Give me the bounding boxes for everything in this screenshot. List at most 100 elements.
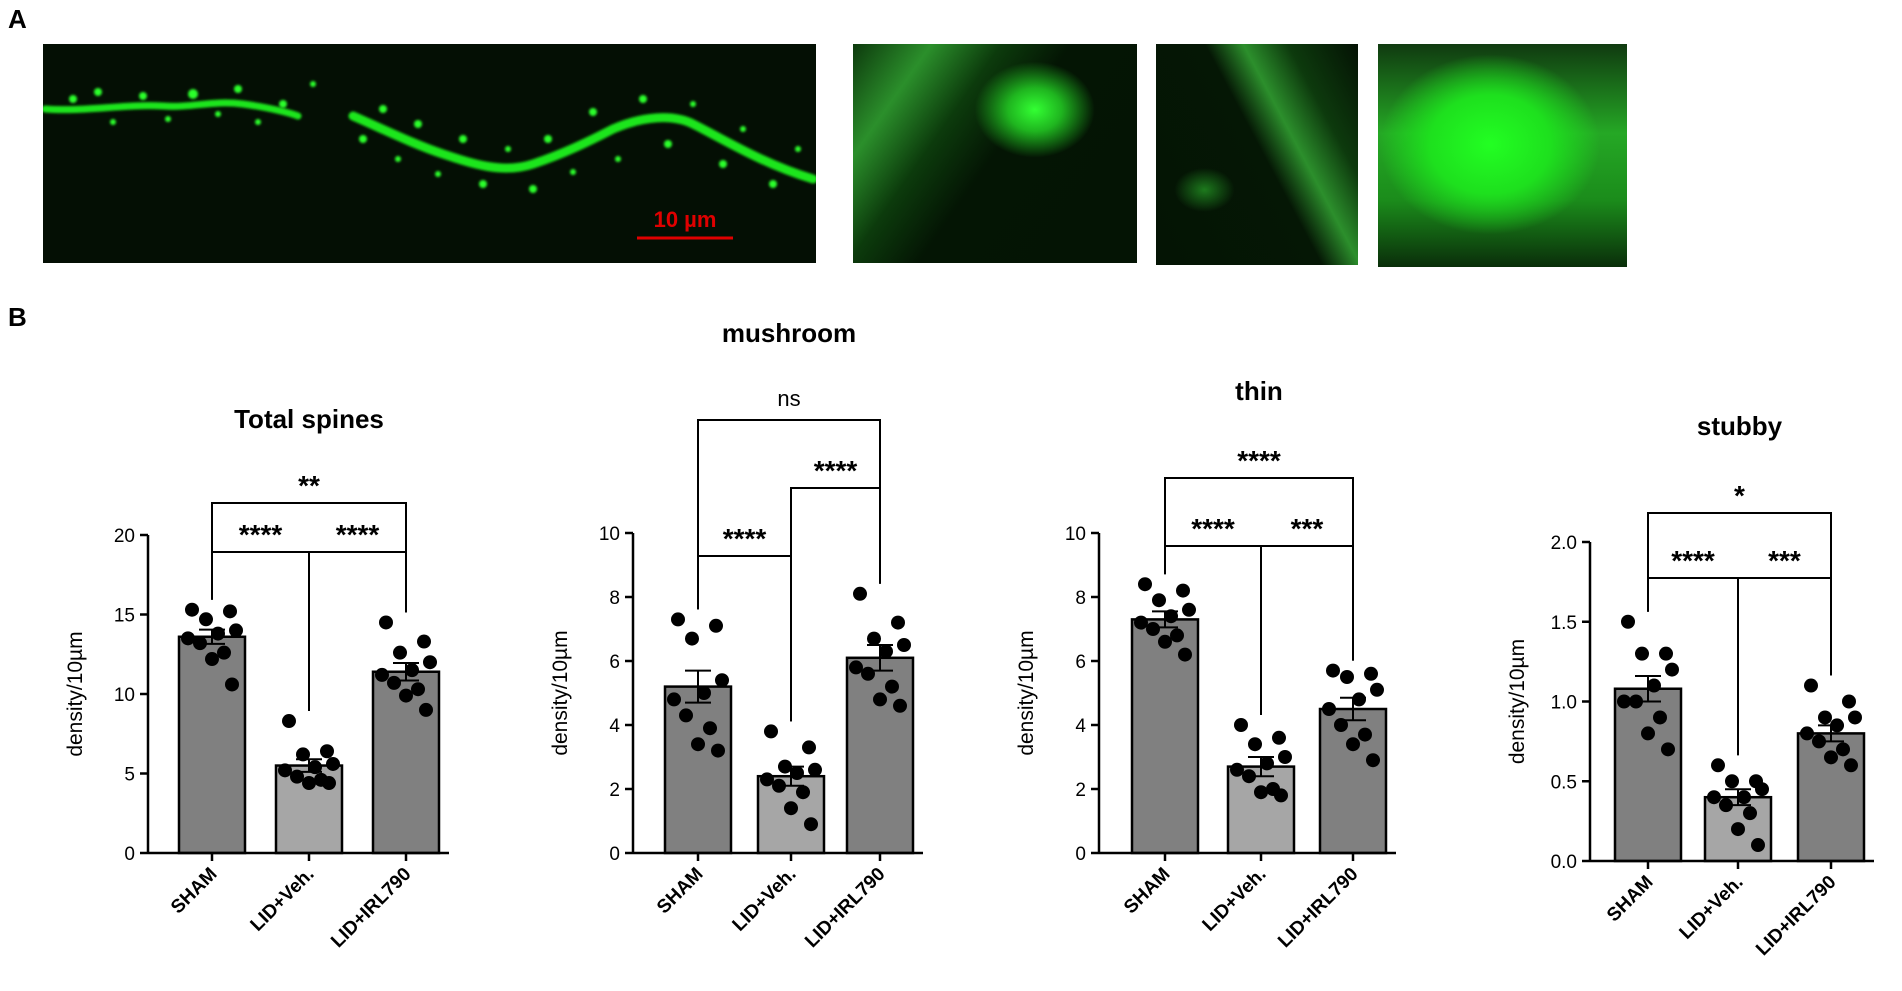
data-point <box>1812 734 1826 749</box>
data-point <box>1274 788 1288 803</box>
data-point <box>873 692 887 707</box>
y-tick-label: 2 <box>1075 780 1086 801</box>
data-point <box>709 618 723 633</box>
data-point <box>879 644 893 659</box>
data-point <box>1242 769 1256 784</box>
data-point <box>1830 718 1844 733</box>
x-tick-label: LID+IRL790 <box>327 864 415 952</box>
data-point <box>290 769 304 784</box>
data-point <box>1824 750 1838 765</box>
significance-bracket <box>1260 545 1354 715</box>
data-point <box>185 602 199 617</box>
y-tick-label: 10 <box>599 524 620 545</box>
data-point <box>1661 742 1675 757</box>
data-point <box>764 724 778 739</box>
data-point <box>1164 609 1178 624</box>
data-point <box>1366 753 1380 768</box>
x-tick-label: LID+IRL790 <box>801 864 889 952</box>
data-point <box>1751 838 1765 853</box>
data-point <box>393 645 407 660</box>
data-point <box>1659 646 1673 661</box>
data-point <box>667 692 681 707</box>
data-point <box>760 772 774 787</box>
y-axis-label: density/10µm <box>64 631 87 756</box>
bar <box>1318 707 1388 855</box>
data-point <box>1800 726 1814 741</box>
y-tick-label: 5 <box>124 765 135 786</box>
significance-label: **** <box>1191 513 1235 544</box>
y-tick-label: 2.0 <box>1551 533 1577 554</box>
significance-bracket <box>1164 477 1354 661</box>
y-tick-label: 6 <box>609 652 620 673</box>
data-point <box>1621 614 1635 629</box>
y-tick-label: 0 <box>124 844 135 865</box>
data-point <box>679 708 693 723</box>
data-point <box>1334 718 1348 732</box>
significance-label: ns <box>777 386 800 411</box>
bar <box>663 685 733 855</box>
data-point <box>225 677 239 692</box>
significance-label: *** <box>1768 545 1801 576</box>
data-point <box>691 737 705 752</box>
y-axis-label: density/10µm <box>1015 630 1038 755</box>
data-point <box>387 675 401 690</box>
y-tick-label: 1.5 <box>1551 613 1577 634</box>
x-tick-label: LID+IRL790 <box>1752 872 1840 960</box>
significance-label: **** <box>239 519 283 550</box>
data-point <box>282 714 296 729</box>
y-tick-label: 6 <box>1075 652 1086 673</box>
data-point <box>867 631 881 646</box>
data-point <box>1340 670 1354 684</box>
panel-label-b: B <box>8 302 27 332</box>
data-point <box>861 666 875 681</box>
data-point <box>1346 737 1360 752</box>
x-tick-label: LID+IRL790 <box>1274 864 1362 952</box>
data-point <box>802 740 816 755</box>
data-point <box>804 817 818 832</box>
data-point <box>1254 785 1268 800</box>
data-point <box>897 638 911 652</box>
data-point <box>671 612 685 627</box>
data-point <box>223 604 237 619</box>
y-tick-label: 0 <box>609 844 620 865</box>
data-point <box>796 785 810 800</box>
data-point <box>217 645 231 660</box>
significance-bracket <box>697 419 881 610</box>
data-point <box>1134 615 1148 630</box>
data-point <box>1842 694 1856 709</box>
data-point <box>308 760 322 775</box>
data-point <box>229 623 243 638</box>
x-tick-label: SHAM <box>1603 872 1657 926</box>
data-point <box>423 655 437 670</box>
data-point <box>1152 593 1166 608</box>
data-point <box>417 634 431 649</box>
data-point <box>685 631 699 646</box>
bar <box>756 774 826 855</box>
data-point <box>1230 762 1244 777</box>
y-tick-label: 20 <box>114 526 135 547</box>
data-point <box>1322 702 1336 716</box>
data-point <box>1146 622 1160 636</box>
data-point <box>1278 750 1292 764</box>
y-tick-label: 4 <box>1075 716 1086 737</box>
significance-label: * <box>1734 480 1745 511</box>
data-point <box>1818 710 1832 725</box>
thin-spine-micrograph <box>1156 44 1358 265</box>
y-tick-label: 15 <box>114 606 135 627</box>
significance-bracket <box>1737 577 1832 756</box>
data-point <box>1653 710 1667 725</box>
data-point <box>1170 628 1184 643</box>
data-point <box>790 766 804 780</box>
data-point <box>1731 822 1745 837</box>
data-point <box>199 612 213 627</box>
data-point <box>1641 726 1655 741</box>
data-point <box>715 673 729 688</box>
y-tick-label: 0.5 <box>1551 772 1577 793</box>
x-tick-label: SHAM <box>167 864 221 918</box>
x-tick-label: LID+Veh. <box>729 864 801 936</box>
data-point <box>1272 730 1286 745</box>
data-point <box>891 615 905 630</box>
data-point <box>849 660 863 675</box>
data-point <box>778 759 792 774</box>
data-point <box>1707 790 1721 805</box>
